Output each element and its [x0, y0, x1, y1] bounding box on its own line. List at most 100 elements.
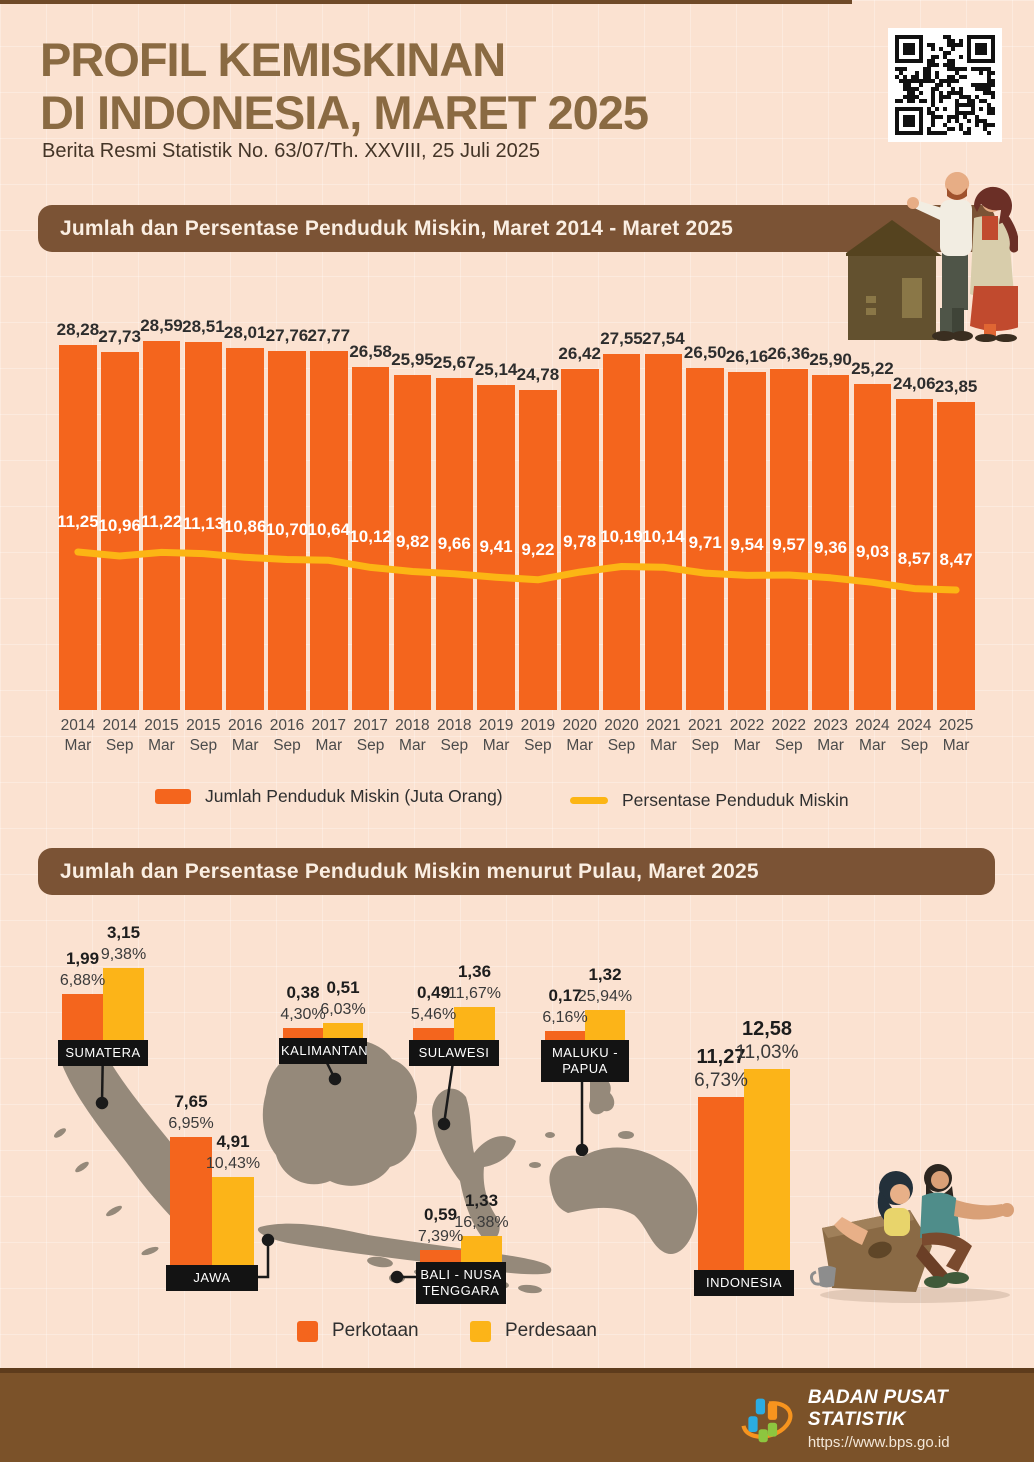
x-axis-category: 2014 Mar — [60, 717, 96, 754]
illustration-homeless-couple — [810, 1164, 1014, 1303]
island-rural-labels-indonesia: 12,58 11,03% — [735, 1018, 799, 1063]
legend-perdesaan-swatch — [470, 1320, 491, 1342]
percentage-label: 8,57 — [897, 548, 931, 568]
poverty-bar — [644, 354, 683, 710]
bar-value-label: 24,06 — [893, 374, 936, 393]
page-title-line1: PROFIL KEMISKINAN — [40, 33, 506, 86]
legend-line-swatch — [570, 797, 608, 804]
island-urban-labels-indonesia: 11,27 6,73% — [694, 1046, 748, 1091]
poverty-bar — [561, 369, 599, 710]
poverty-bar — [59, 345, 97, 710]
island-rural-labels-jawa: 4,91 10,43% — [205, 1132, 261, 1172]
x-axis-category: 2024 Sep — [897, 717, 932, 754]
island-bar-urban-kalimantan — [283, 1028, 323, 1038]
island-bar-urban-indonesia — [698, 1097, 744, 1270]
qr-code-pattern — [895, 35, 995, 135]
x-axis-category: 2016 Mar — [227, 717, 263, 754]
island-urban-labels-kalimantan: 0,38 4,30% — [280, 983, 326, 1023]
island-name-box-sulawesi: SULAWESI — [409, 1040, 499, 1066]
poverty-bar — [895, 399, 933, 710]
footer-url: https://www.bps.go.id — [807, 1434, 950, 1451]
x-axis-category: 2022 Sep — [771, 717, 807, 754]
poverty-bar — [142, 341, 181, 710]
bar-value-label: 25,14 — [474, 360, 518, 379]
page-title-line2: DI INDONESIA, MARET 2025 — [40, 85, 649, 139]
percentage-label: 8,47 — [939, 550, 973, 569]
x-axis-category: 2021 Sep — [687, 717, 723, 754]
poverty-bar — [728, 372, 766, 710]
x-axis-category: 2020 Sep — [604, 717, 639, 754]
island-bar-rural-indonesia — [744, 1069, 790, 1270]
bar-value-label: 23,85 — [934, 377, 978, 396]
percentage-label: 10,12 — [349, 527, 392, 547]
percentage-label: 9,54 — [730, 535, 764, 555]
island-name-box-sumatera: SUMATERA — [58, 1040, 148, 1066]
percentage-label: 11,22 — [140, 512, 183, 532]
island-rural-labels-kalimantan: 0,51 6,03% — [320, 978, 366, 1018]
poverty-bar — [268, 351, 306, 710]
x-axis-category: 2016 Sep — [269, 717, 305, 754]
island-rural-labels-bali-nusa-tenggara: 1,33 16,38% — [454, 1191, 509, 1231]
x-axis-category: 2024 Mar — [855, 717, 890, 754]
release-subtitle: Berita Resmi Statistik No. 63/07/Th. XXV… — [42, 140, 541, 162]
poverty-bar — [101, 352, 139, 710]
island-name-box-indonesia: INDONESIA — [694, 1270, 794, 1296]
section1-header: Jumlah dan Persentase Penduduk Miskin, M… — [38, 205, 995, 252]
bar-value-label: 26,16 — [725, 347, 769, 366]
x-axis-category: 2015 Sep — [186, 717, 221, 754]
percentage-label: 9,82 — [395, 531, 430, 551]
bps-logo — [741, 1398, 793, 1443]
percentage-label: 11,13 — [182, 513, 225, 533]
legend-bar-swatch — [155, 789, 191, 804]
island-bar-rural-bali-nusa-tenggara — [461, 1236, 502, 1262]
bar-value-label: 25,95 — [391, 350, 434, 369]
island-bar-urban-sumatera — [62, 994, 103, 1040]
x-axis-category: 2017 Sep — [353, 717, 388, 754]
island-urban-labels-sulawesi: 0,49 5,46% — [410, 983, 457, 1023]
island-rural-labels-sumatera: 3,15 9,38% — [100, 923, 147, 963]
poverty-bar — [310, 351, 348, 710]
island-bar-rural-sumatera — [103, 968, 144, 1040]
legend-perdesaan-label: Perdesaan — [505, 1320, 597, 1341]
island-bar-urban-jawa — [170, 1137, 212, 1265]
percentage-label: 9,03 — [855, 542, 890, 562]
island-urban-labels-maluku-papua: 0,17 6,16% — [542, 986, 588, 1026]
island-bar-rural-sulawesi — [454, 1007, 495, 1040]
legend-perkotaan: Perkotaan — [297, 1320, 419, 1342]
island-name-box-kalimantan: KALIMANTAN — [279, 1038, 368, 1064]
island-bar-urban-bali-nusa-tenggara — [420, 1250, 461, 1262]
poverty-bar — [937, 402, 975, 710]
percentage-label: 9,57 — [772, 535, 806, 554]
legend-perdesaan: Perdesaan — [470, 1320, 597, 1342]
x-axis-category: 2017 Mar — [311, 717, 347, 754]
legend-perkotaan-swatch — [297, 1320, 318, 1342]
chart-x-axis: 2014 Mar 2014 Sep 2015 Mar 2015 Sep 2016 Mar 2016 S… — [57, 716, 977, 762]
bar-value-label: 24,78 — [516, 365, 560, 384]
island-bar-urban-maluku-papua — [545, 1031, 585, 1040]
legend-persentase: Persentase Penduduk Miskin — [570, 790, 849, 811]
footer: BADAN PUSAT STATISTIK https://www.bps.go… — [0, 1368, 1034, 1462]
qr-code — [888, 28, 1002, 142]
percentage-label: 10,86 — [223, 517, 267, 537]
bar-value-label: 27,54 — [642, 329, 685, 348]
x-axis-category: 2025 Mar — [938, 717, 974, 754]
percentage-label: 9,41 — [479, 537, 513, 557]
poverty-bar — [811, 375, 850, 710]
poverty-bar — [602, 354, 641, 710]
island-rural-labels-sulawesi: 1,36 11,67% — [447, 962, 502, 1002]
island-urban-labels-sumatera: 1,99 6,88% — [59, 949, 106, 989]
x-axis-category: 2021 Mar — [646, 717, 681, 754]
island-bar-urban-sulawesi — [413, 1028, 454, 1040]
legend-jumlah: Jumlah Penduduk Miskin (Juta Orang) — [155, 786, 503, 807]
percentage-label: 11,25 — [57, 512, 99, 531]
illustration-poor-couple-house — [846, 172, 1018, 342]
poverty-bar — [770, 369, 808, 710]
island-name-box-bali-nusa-tenggara: BALI - NUSA TENGGARA — [416, 1262, 506, 1304]
poverty-bar — [686, 368, 724, 710]
island-urban-labels-bali-nusa-tenggara: 0,59 7,39% — [417, 1205, 464, 1245]
percentage-label: 9,36 — [814, 537, 848, 557]
percentage-label: 9,22 — [521, 539, 555, 559]
percentage-label: 9,78 — [563, 532, 597, 552]
footer-org-name: BADAN PUSAT STATISTIK — [807, 1387, 948, 1430]
